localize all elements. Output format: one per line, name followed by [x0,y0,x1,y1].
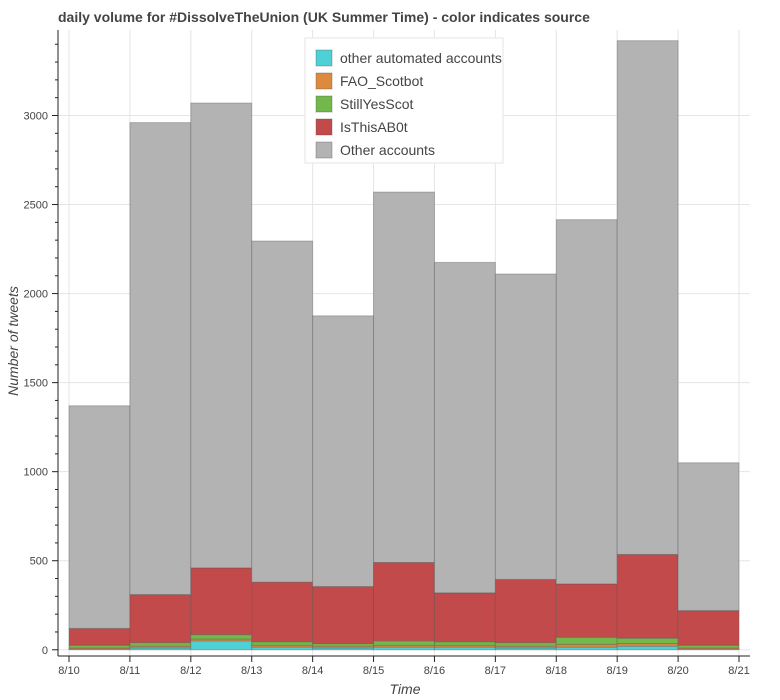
bar-segment-other-automated-accounts [616,645,679,651]
legend-label: other automated accounts [340,50,502,66]
x-tick-label: 8/18 [546,665,567,677]
bar-segment-isthisab0t [494,578,557,644]
x-tick-label: 8/16 [424,665,445,677]
chart-title: daily volume for #DissolveTheUnion (UK S… [58,9,590,25]
bar-segment-isthisab0t [190,567,253,636]
axes: 0 500 1000 1500 2000 2500 3000 8/10 8/11 8/12 8/13… [24,30,750,677]
bar-segment-other-accounts [677,462,740,612]
bar-segment-isthisab0t [251,581,314,643]
bar-segment-isthisab0t [677,610,740,646]
bar-segment-fao-scotbot [373,644,435,648]
legend-swatch [315,49,333,67]
bar-segment-other-accounts [68,405,131,629]
bar-segment-other-accounts [129,122,192,596]
bar-segment-isthisab0t [555,583,618,638]
x-tick-label: 8/12 [180,665,201,677]
bar-segment-stillyesscot [433,641,496,646]
x-tick-label: 8/10 [58,665,79,677]
x-axis-label: Time [390,681,421,697]
bar-segment-stillyesscot [190,634,253,640]
bar-segment-stillyesscot [494,642,557,647]
legend-label: StillYesScot [340,96,414,112]
bar-segment-stillyesscot [251,641,314,646]
x-tick-label: 8/14 [302,665,323,677]
bar-segment-stillyesscot [129,642,192,647]
y-tick-label: 2500 [24,200,48,212]
bar-segment-other-accounts [433,261,496,594]
bar-segment-stillyesscot [616,637,679,645]
x-tick-label: 8/20 [667,665,688,677]
legend-swatch [315,72,333,90]
bar-segment-other-accounts [494,273,557,580]
x-tick-label: 8/11 [120,665,141,677]
legend-swatch [315,141,333,159]
x-tick-label: 8/13 [241,665,262,677]
y-tick-label: 1500 [24,378,48,390]
y-tick-label: 500 [30,556,48,568]
bar-segment-isthisab0t [68,627,131,646]
x-tick-label: 8/21 [728,665,749,677]
legend-label: IsThisAB0t [340,119,408,135]
bar-segment-isthisab0t [129,594,192,644]
bar-segment-other-accounts [251,240,314,583]
bar-segment-other-accounts [190,102,253,569]
legend-swatch [315,118,333,136]
bar-segment-other-accounts [373,191,435,564]
legend-box [304,37,504,164]
legend: other automated accounts FAO_Scotbot Still… [304,37,504,164]
x-tick-label: 8/19 [606,665,627,677]
y-tick-label: 2000 [24,289,48,301]
bar-segment-other-accounts [312,315,375,588]
bar-segment-other-accounts [555,219,618,585]
legend-label: Other accounts [340,142,435,158]
bars [68,40,740,651]
y-tick-label: 3000 [24,110,48,122]
y-tick-label: 0 [42,645,48,657]
legend-label: FAO_Scotbot [340,73,423,89]
bar-segment-isthisab0t [433,592,496,643]
bar-segment-isthisab0t [616,553,679,639]
x-tick-label: 8/15 [363,665,384,677]
bar-segment-other-automated-accounts [190,640,253,651]
bar-segment-isthisab0t [312,586,375,645]
x-tick-label: 8/17 [485,665,506,677]
y-tick-label: 1000 [24,467,48,479]
bar-segment-stillyesscot [373,640,435,646]
y-axis-label: Number of tweets [5,286,21,396]
legend-swatch [315,95,333,113]
bar-segment-stillyesscot [555,636,618,645]
bar-segment-isthisab0t [373,562,435,642]
bar-segment-other-accounts [616,40,679,555]
